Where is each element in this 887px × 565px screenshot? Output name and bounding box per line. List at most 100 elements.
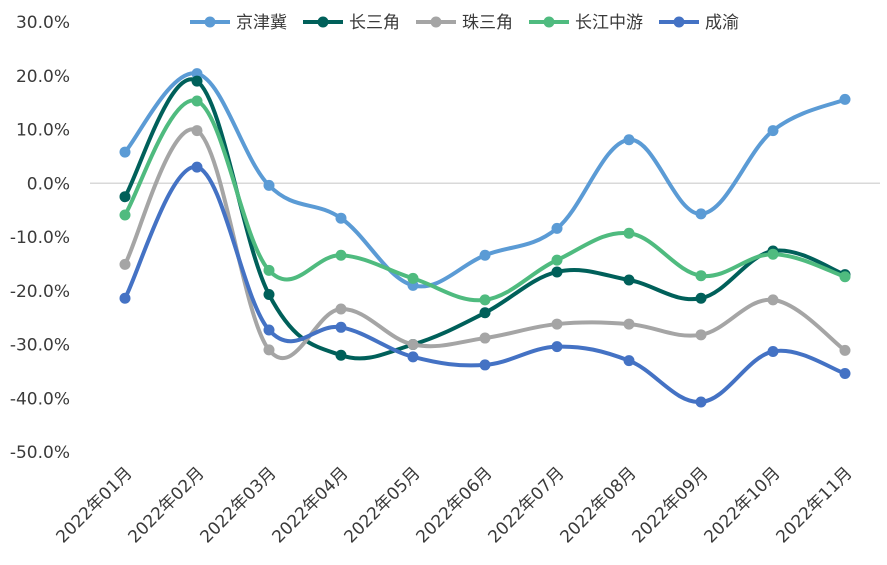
data-point	[767, 248, 779, 260]
series-line	[123, 165, 847, 405]
data-point	[263, 264, 275, 276]
data-point	[623, 227, 635, 239]
x-tick-label: 2022年07月	[484, 463, 568, 547]
y-tick-label: -40.0%	[10, 389, 70, 409]
data-point	[623, 274, 635, 286]
legend: 京津冀 长三角 珠三角 长江中游 成渝	[190, 13, 739, 33]
data-point	[119, 191, 131, 203]
data-point	[263, 344, 275, 356]
x-tick-label: 2022年03月	[196, 463, 280, 547]
data-point	[119, 146, 131, 158]
series-2	[119, 75, 851, 361]
data-point	[551, 254, 563, 266]
x-axis: 2022年01月2022年02月2022年03月2022年04月2022年05月…	[52, 463, 856, 547]
data-point	[623, 318, 635, 330]
series-line	[123, 98, 847, 303]
x-tick-label: 2022年01月	[52, 463, 136, 547]
y-tick-label: -30.0%	[10, 336, 70, 356]
data-point	[119, 209, 131, 221]
series-line	[123, 127, 847, 361]
legend-swatch-marker	[543, 16, 555, 28]
data-point	[479, 307, 491, 319]
legend-item: 京津冀	[190, 13, 287, 33]
legend-label: 成渝	[705, 13, 739, 33]
series-layer	[119, 68, 851, 408]
legend-item: 长三角	[303, 13, 400, 33]
data-point	[191, 125, 203, 137]
data-point	[623, 134, 635, 146]
y-tick-label: 10.0%	[16, 121, 70, 141]
data-point	[551, 318, 563, 330]
y-tick-label: 20.0%	[16, 67, 70, 87]
x-tick-label: 2022年10月	[700, 463, 784, 547]
legend-swatch-marker	[317, 16, 329, 28]
data-point	[335, 212, 347, 224]
legend-label: 长江中游	[575, 13, 643, 33]
data-point	[839, 93, 851, 105]
data-point	[767, 125, 779, 137]
series-5	[119, 161, 851, 408]
legend-label: 珠三角	[462, 13, 513, 33]
data-point	[767, 345, 779, 357]
data-point	[839, 271, 851, 283]
data-point	[335, 349, 347, 361]
data-point	[839, 344, 851, 356]
series-line	[123, 77, 847, 361]
legend-swatch-marker	[673, 16, 685, 28]
data-point	[407, 272, 419, 284]
y-tick-label: -20.0%	[10, 282, 70, 302]
legend-item: 长江中游	[529, 13, 643, 33]
legend-swatch-marker	[204, 16, 216, 28]
data-point	[479, 359, 491, 371]
data-point	[335, 303, 347, 315]
x-tick-label: 2022年11月	[772, 463, 856, 547]
y-tick-label: 30.0%	[16, 13, 70, 33]
legend-item: 珠三角	[416, 13, 513, 33]
data-point	[407, 351, 419, 363]
y-tick-label: -50.0%	[10, 443, 70, 463]
data-point	[551, 266, 563, 278]
y-tick-label: 0.0%	[27, 174, 70, 194]
data-point	[695, 208, 707, 220]
data-point	[119, 292, 131, 304]
data-point	[191, 68, 203, 80]
data-point	[695, 329, 707, 341]
series-1	[119, 68, 851, 291]
data-point	[263, 179, 275, 191]
data-point	[263, 324, 275, 336]
x-tick-label: 2022年09月	[628, 463, 712, 547]
legend-label: 长三角	[349, 13, 400, 33]
legend-label: 京津冀	[236, 13, 287, 33]
data-point	[335, 249, 347, 261]
data-point	[551, 341, 563, 353]
data-point	[263, 289, 275, 301]
x-tick-label: 2022年06月	[412, 463, 496, 547]
series-3	[119, 125, 851, 361]
data-point	[407, 339, 419, 350]
data-point	[695, 292, 707, 304]
data-point	[191, 95, 203, 107]
series-4	[119, 95, 851, 306]
x-tick-label: 2022年05月	[340, 463, 424, 547]
data-point	[767, 294, 779, 306]
data-point	[623, 355, 635, 367]
legend-item: 成渝	[659, 13, 739, 33]
data-point	[119, 258, 131, 270]
data-point	[695, 270, 707, 282]
x-tick-label: 2022年08月	[556, 463, 640, 547]
data-point	[479, 249, 491, 261]
y-axis: -50.0% -40.0% -30.0% -20.0% -10.0% 0.0% 10.0% 2…	[10, 13, 70, 463]
data-point	[191, 75, 203, 87]
x-tick-label: 2022年02月	[124, 463, 208, 547]
data-point	[191, 161, 203, 173]
data-point	[551, 222, 563, 234]
data-point	[479, 294, 491, 306]
data-point	[335, 321, 347, 333]
y-tick-label: -10.0%	[10, 228, 70, 248]
data-point	[839, 368, 851, 380]
x-tick-label: 2022年04月	[268, 463, 352, 547]
data-point	[479, 332, 491, 344]
data-point	[695, 396, 707, 408]
legend-swatch-marker	[430, 16, 442, 28]
